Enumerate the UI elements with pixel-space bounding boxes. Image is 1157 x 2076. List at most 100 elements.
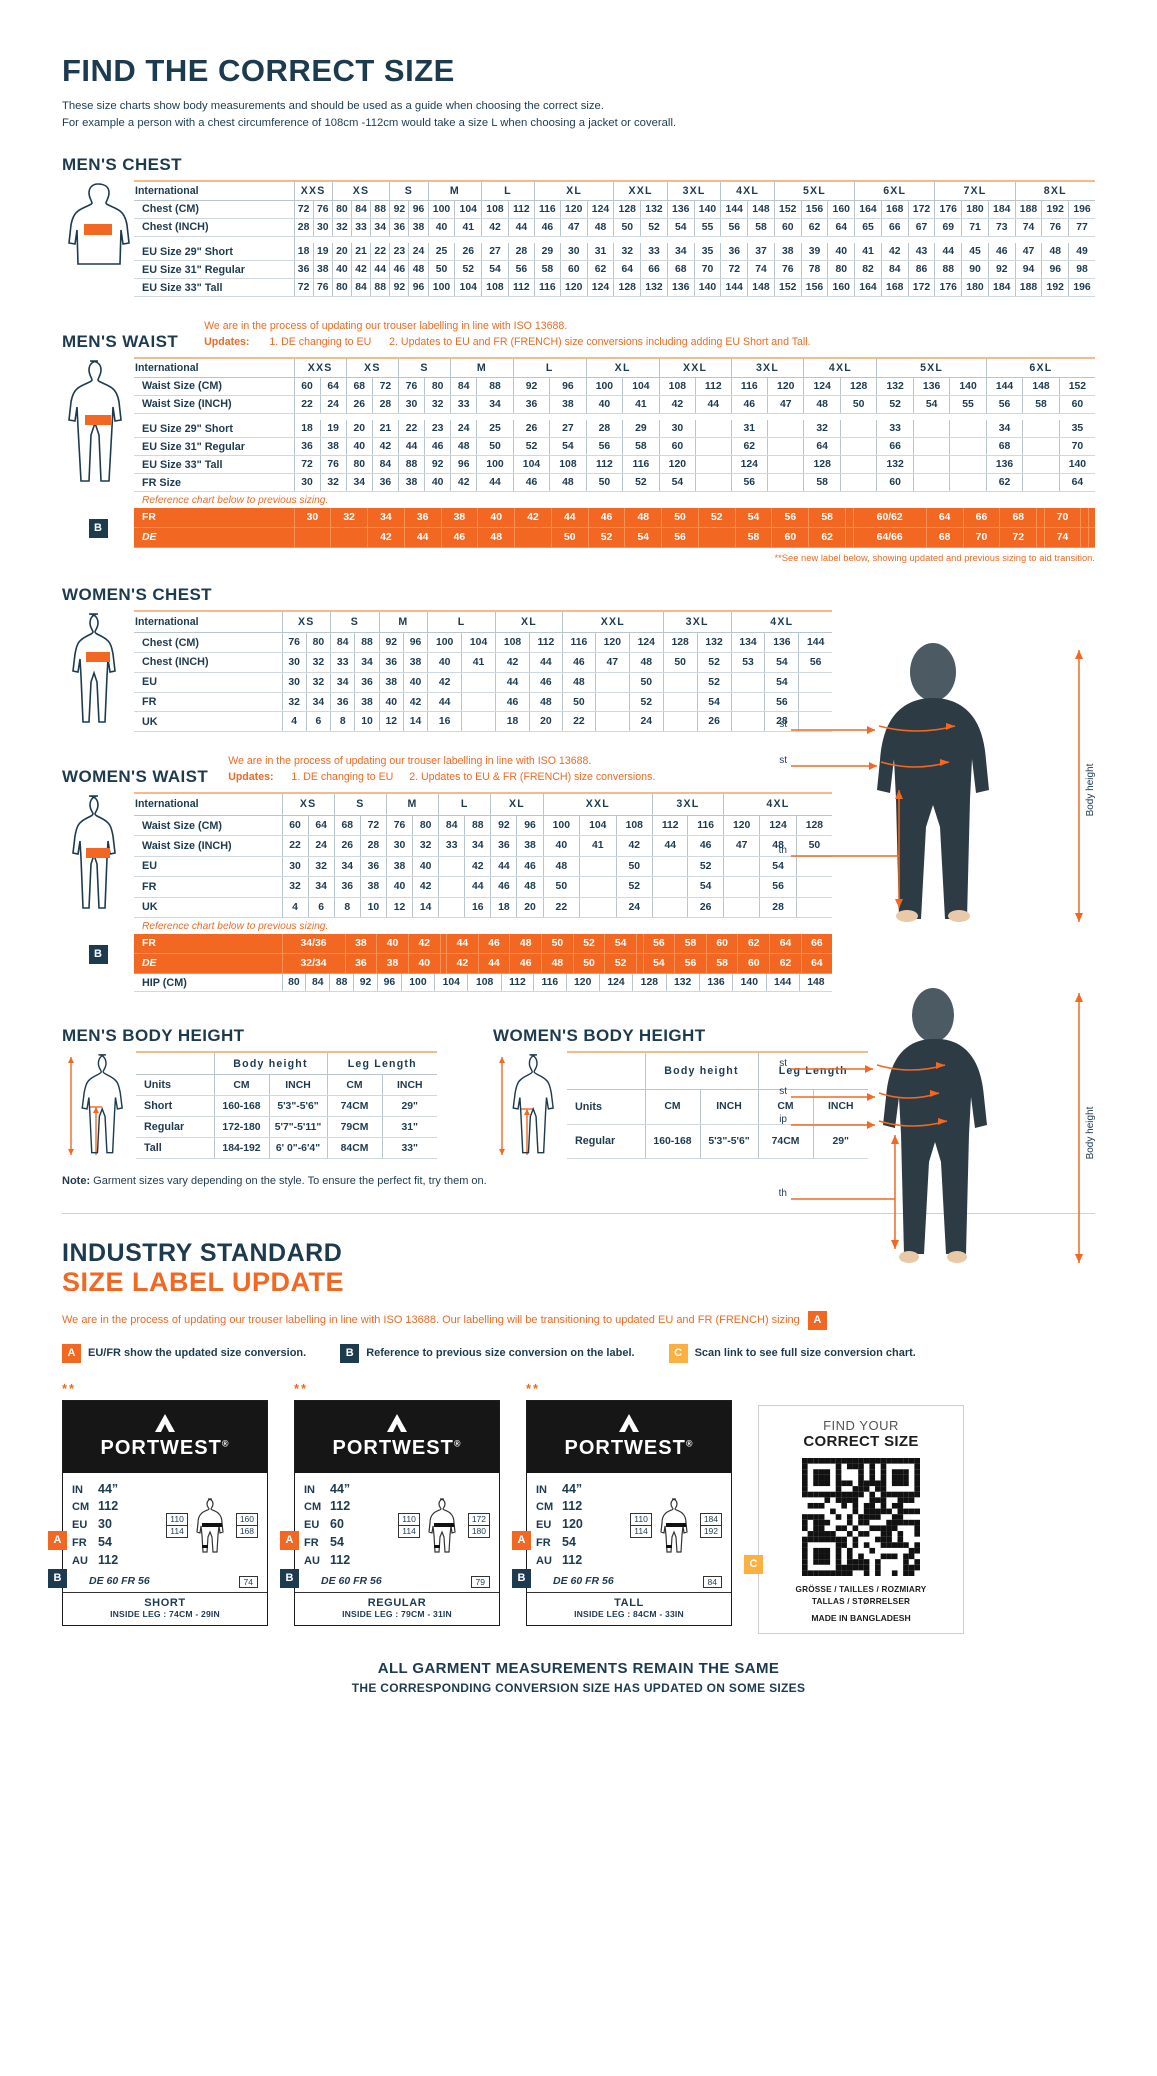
table-cell: 156: [801, 200, 829, 219]
group-leg-length: Leg Length: [758, 1051, 868, 1091]
mens-chest-title: MEN'S CHEST: [62, 154, 182, 174]
size-spec-list: IN 44” CM 112 EU 120 FR 54 AU 112: [536, 1481, 583, 1570]
size-col-s: S: [330, 610, 380, 634]
table-cell: 46: [731, 395, 768, 414]
table-cell: 40: [379, 692, 404, 713]
table-cell: 88: [370, 278, 391, 298]
unit-cm-leg: CM: [327, 1074, 383, 1097]
garment-label: PORTWEST® IN 44” CM 112 EU 120 FR 54 AU 112 110 1…: [526, 1399, 732, 1627]
model-label-leg-length: Leg Length: [779, 845, 787, 856]
size-col-3xl: 3XL: [731, 356, 805, 378]
row-label: Chest (INCH): [134, 218, 295, 237]
table-cell: 44: [476, 473, 514, 493]
previous-size-conversion: DE 60 FR 56: [553, 1575, 614, 1588]
table-row: EU Size 29" Short 18 19 20 21 22 23 24 25 26 27 28 2…: [134, 420, 1095, 439]
brand-header: PORTWEST®: [63, 1400, 267, 1473]
table-cell: 52: [640, 218, 668, 237]
table-cell: 100: [586, 377, 624, 396]
height-value-2: 192: [703, 1525, 718, 1536]
table-cell: 46: [513, 473, 551, 493]
row-label: Regular: [136, 1116, 215, 1139]
table-cell: 136: [913, 377, 951, 396]
table-cell: 36: [513, 395, 551, 414]
table-cell: 46: [534, 218, 561, 237]
table-cell: 140: [732, 974, 767, 993]
size-col-l: L: [427, 610, 497, 634]
table-cell: 66: [963, 508, 1001, 529]
size-col-3xl: 3XL: [667, 179, 722, 201]
table-cell: [913, 473, 951, 493]
table-cell: 34: [667, 243, 695, 262]
table-cell: 192: [1041, 200, 1070, 219]
label-footer: REGULAR INSIDE LEG : 79CM - 31IN: [295, 1592, 499, 1625]
badge-b-womens-waist: B: [62, 944, 134, 964]
table-cell: 86: [908, 260, 936, 280]
table-row: FR 34/36 38 40 42 44 46 48 50 52 54 56 58 60 62 64 66: [134, 934, 832, 955]
table-cell: 52: [454, 260, 483, 280]
label-figure-icon: [428, 1498, 456, 1553]
unit-inch-leg: INCH: [382, 1074, 437, 1097]
row-label: EU Size 31" Regular: [134, 260, 295, 280]
badge-a-card: A: [48, 1530, 67, 1550]
table-cell: 24: [320, 395, 347, 414]
table-cell: 156: [801, 278, 829, 298]
mens-chest-body: Chest (CM) 72 76 80 84 88 92 96 100 104 108 112 116 1…: [134, 200, 1095, 237]
size-col-s: S: [389, 179, 429, 201]
table-cell: 56: [661, 527, 699, 549]
table-cell: 20: [529, 711, 563, 733]
table-cell: 88: [370, 200, 391, 219]
table-cell: 34: [306, 692, 332, 713]
table-cell: 22: [562, 711, 596, 733]
row-label: FR: [134, 934, 283, 955]
table-cell: 92: [353, 974, 378, 993]
table-cell: 56: [508, 260, 535, 280]
table-cell: 44: [934, 243, 963, 262]
previous-size-conversion: DE 60 FR 56: [321, 1575, 382, 1588]
table-cell: 62: [587, 260, 615, 280]
table-row: DE 32/34 36 38 40 42 44 46 48 50 52 54 56 58 60 62 64: [134, 953, 832, 975]
row-label: Waist Size (CM): [134, 815, 283, 837]
mens-waist-footnote: **See new label below, showing updated a…: [774, 552, 1095, 564]
column-header-international: International: [134, 610, 283, 634]
table-cell: 46: [424, 437, 452, 457]
table-cell: 50: [661, 508, 699, 529]
label-figure-icon: [196, 1498, 224, 1553]
table-row: Waist Size (INCH) 22 24 26 28 30 32 33 34 36 38 40 4…: [134, 395, 1095, 414]
mens-chest-section: MEN'S CHEST International XXS XS S M: [62, 155, 1095, 298]
table-cell: [1088, 527, 1095, 549]
table-cell: [845, 508, 854, 529]
table-cell: 42: [412, 876, 440, 898]
table-cell: 34: [367, 508, 405, 529]
table-cell: 74: [1044, 527, 1082, 549]
table-cell: 104: [579, 815, 617, 837]
table-cell: [663, 711, 698, 733]
table-cell: 124: [629, 632, 664, 654]
row-label: Tall: [136, 1137, 215, 1160]
spec-value: 54: [98, 1534, 112, 1549]
table-cell: 84CM: [327, 1137, 383, 1160]
table-cell: 50: [562, 692, 596, 713]
height-value-2: 168: [239, 1525, 254, 1536]
table-cell: 68: [926, 527, 964, 549]
unit-inch-leg: INCH: [813, 1089, 868, 1125]
table-cell: 71: [961, 218, 989, 237]
table-cell: 84: [351, 200, 372, 219]
table-cell: 112: [652, 815, 689, 837]
table-cell: 124: [803, 377, 841, 396]
table-header-row: International XS S M L XL XXL 3XL 4XL: [134, 610, 832, 634]
table-cell: 42: [372, 437, 399, 457]
table-cell: 8: [334, 897, 361, 919]
table-cell: 96: [549, 377, 587, 396]
table-cell: 16: [464, 897, 492, 919]
table-cell: 48: [543, 856, 581, 878]
table-cell: 54: [687, 876, 724, 898]
table-cell: 29: [534, 243, 561, 262]
table-cell: [440, 934, 448, 955]
inside-leg-text: INSIDE LEG : 84CM - 33IN: [574, 1609, 684, 1620]
table-cell: 96: [408, 200, 429, 219]
table-cell: 56: [798, 652, 832, 673]
label-diagram: 110 114 160 168: [124, 1481, 258, 1570]
table-cell: 6' 0"-6'4": [269, 1137, 328, 1160]
table-cell: 136: [764, 632, 800, 654]
qr-code-icon[interactable]: [802, 1457, 920, 1576]
